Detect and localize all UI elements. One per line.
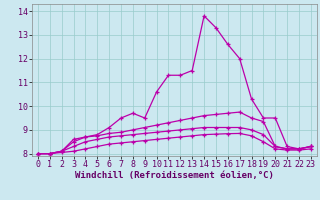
X-axis label: Windchill (Refroidissement éolien,°C): Windchill (Refroidissement éolien,°C) (75, 171, 274, 180)
